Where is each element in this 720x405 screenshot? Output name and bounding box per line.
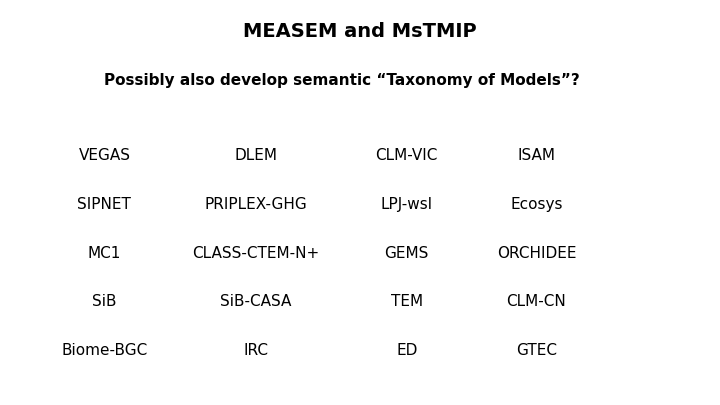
Text: TEM: TEM xyxy=(391,294,423,309)
Text: Possibly also develop semantic “Taxonomy of Models”?: Possibly also develop semantic “Taxonomy… xyxy=(104,73,580,88)
Text: VEGAS: VEGAS xyxy=(78,148,130,164)
Text: IRC: IRC xyxy=(243,343,268,358)
Text: SiB-CASA: SiB-CASA xyxy=(220,294,292,309)
Text: ED: ED xyxy=(396,343,418,358)
Text: CLASS-CTEM-N+: CLASS-CTEM-N+ xyxy=(192,245,319,261)
Text: ORCHIDEE: ORCHIDEE xyxy=(497,245,576,261)
Text: CLM-CN: CLM-CN xyxy=(507,294,566,309)
Text: PRIPLEX-GHG: PRIPLEX-GHG xyxy=(204,197,307,212)
Text: LPJ-wsl: LPJ-wsl xyxy=(381,197,433,212)
Text: Ecosys: Ecosys xyxy=(510,197,562,212)
Text: MC1: MC1 xyxy=(88,245,121,261)
Text: CLM-VIC: CLM-VIC xyxy=(376,148,438,164)
Text: GEMS: GEMS xyxy=(384,245,429,261)
Text: Biome-BGC: Biome-BGC xyxy=(61,343,148,358)
Text: GTEC: GTEC xyxy=(516,343,557,358)
Text: ISAM: ISAM xyxy=(518,148,555,164)
Text: SiB: SiB xyxy=(92,294,117,309)
Text: SIPNET: SIPNET xyxy=(78,197,131,212)
Text: MEASEM and MsTMIP: MEASEM and MsTMIP xyxy=(243,22,477,41)
Text: DLEM: DLEM xyxy=(234,148,277,164)
